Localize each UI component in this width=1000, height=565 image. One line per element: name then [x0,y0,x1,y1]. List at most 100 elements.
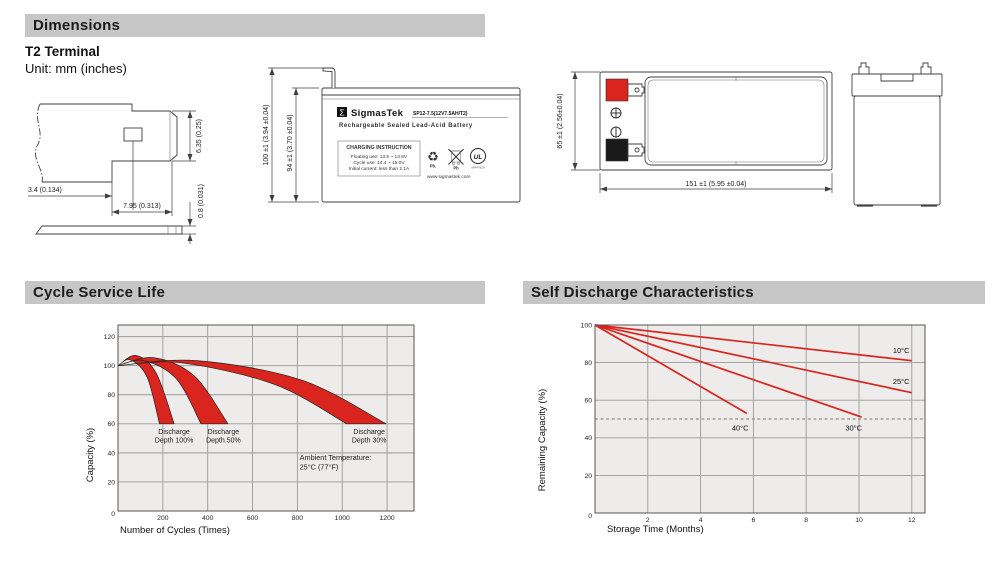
battery-case [321,87,521,203]
section-header-self-discharge: Self Discharge Characteristics [523,281,985,304]
x-tick-label: 800 [292,515,304,522]
y-tick-label: 60 [107,421,115,428]
discharge-band [117,355,175,425]
terminal-tab-outline [40,103,178,183]
x-tick-label: 6 [752,517,756,524]
discharge-band [117,359,387,425]
recycle-pb-icon: ♻ [427,149,439,164]
negative-terminal-pad [605,138,629,162]
side-view-lid [851,73,943,97]
dim-case-height-label: 94 ±1 (3.70 ±0.04) [287,114,294,171]
charging-line-3: Initial current: less than 2.1A [349,166,410,172]
y-tick-label: 100 [581,322,593,329]
sigma-logo-letter: Σ [339,108,344,118]
terminal-profile [35,225,183,235]
x-tick-label: 400 [202,515,214,522]
dim-width-label: 7.95 (0.313) [123,203,161,210]
plot-border [117,324,415,512]
negative-tab-hole [634,147,640,153]
self-discharge-title: Self Discharge Characteristics [531,284,754,301]
x-tick-label: 10 [855,517,863,524]
x-tick-label: 200 [157,515,169,522]
x-tick-label: 12 [908,517,916,524]
ul-mark-icon: UL [470,148,486,164]
bin-wheel [457,162,460,165]
y-tick-label: 40 [107,450,115,457]
charging-title: CHARGING INSTRUCTION [346,145,411,151]
series-line [594,324,862,418]
y-axis-title: Capacity (%) [85,428,96,482]
dim-depth-label: 65 ±1 (2.56±0.04) [557,93,564,148]
y-tick-label: 0 [111,511,115,518]
series-line [594,324,748,415]
dim-height-label: 6.35 (0.25) [196,119,203,153]
unit-note: Unit: mm (inches) [25,61,127,76]
y-tick-label: 80 [584,360,592,367]
bin-cross-line [448,148,464,165]
x-axis-title: Number of Cycles (Times) [120,525,230,536]
x-tick-label: 1000 [335,515,350,522]
positive-terminal-pad [605,78,629,102]
terminal-blade [322,67,336,88]
website-text: www.sigmastek.com [427,174,470,180]
band-label: Depth 50% [206,438,241,445]
negative-faston-tab [627,143,645,157]
y-tick-label: 20 [584,473,592,480]
bin-wheel [452,162,455,165]
ul-circle [470,148,486,164]
terminal-hole [123,127,143,142]
y-axis-title: Remaining Capacity (%) [537,389,548,491]
band-label: Discharge [158,429,190,436]
x-tick-label: 4 [699,517,703,524]
band-label: Depth 30% [352,438,387,445]
y-tick-label: 0 [588,513,592,520]
lid-recess [880,74,914,82]
product-type: Rechargeable Sealed Lead-Acid Battery [339,123,473,129]
bin-pb-label: Pb [453,166,459,171]
side-view-body [853,95,941,206]
terminal-nub [858,62,870,74]
discharge-band [117,357,229,425]
chart-annotation: 25°C (77°F) [300,463,339,472]
series-label: 40°C [732,423,749,432]
y-tick-label: 20 [107,479,115,486]
self-discharge-chart: 10°C 25°C 30°C 40°C 2 4 6 8 10 12 0 20 40 60 80 100 Stor… [537,322,926,535]
series-label: 10°C [893,346,910,355]
dim-offset-label: 3.4 (0.134) [28,187,62,194]
plot-border [594,324,926,514]
sigma-logo [337,107,347,117]
series-label: 25°C [893,377,910,386]
band-label: Depth 100% [155,438,194,445]
terminal-detail-drawing: 6.35 (0.25) 3.4 (0.134) 7.95 (0.313) 0.8… [28,103,205,244]
x-tick-label: 8 [804,517,808,524]
cycle-life-title: Cycle Service Life [33,284,166,301]
minus-icon [610,126,622,138]
battery-side-view-drawing [851,62,943,207]
chart-annotation: Ambient Temperature: [300,453,372,462]
dim-thickness-label: 0.8 (0.031) [198,184,205,218]
ul-file-number: MH47929 [471,166,484,170]
charging-line-2: Cycle use: 14.4 ~ 15.0V [353,160,405,166]
cycle-service-life-chart: Discharge Depth 100% Discharge Depth 50% Dis… [85,324,415,536]
recycle-pb-label: Pb. [430,164,437,169]
crossed-bin-pb-icon [448,148,464,165]
dim-length-label: 151 ±1 (5.95 ±0.04) [685,181,746,188]
battery-top-view-drawing: 65 ±1 (2.56±0.04) 151 ±1 (5.95 ±0.04) [557,71,833,193]
section-header-cycle-life: Cycle Service Life [25,281,485,304]
positive-tab-hole [634,87,640,93]
y-tick-label: 120 [104,334,116,341]
x-tick-label: 1200 [380,515,395,522]
charging-instruction-box [337,140,421,177]
ul-letters: UL [474,154,483,161]
terminal-nub [920,62,932,74]
band-label: Discharge [208,429,240,436]
series-label: 30°C [845,423,862,432]
band-label: Discharge [353,429,385,436]
y-tick-label: 100 [104,363,116,370]
y-tick-label: 40 [584,435,592,442]
x-tick-label: 600 [247,515,259,522]
section-header-dimensions: Dimensions [25,14,485,37]
x-tick-label: 2 [646,517,650,524]
break-line [35,103,43,183]
